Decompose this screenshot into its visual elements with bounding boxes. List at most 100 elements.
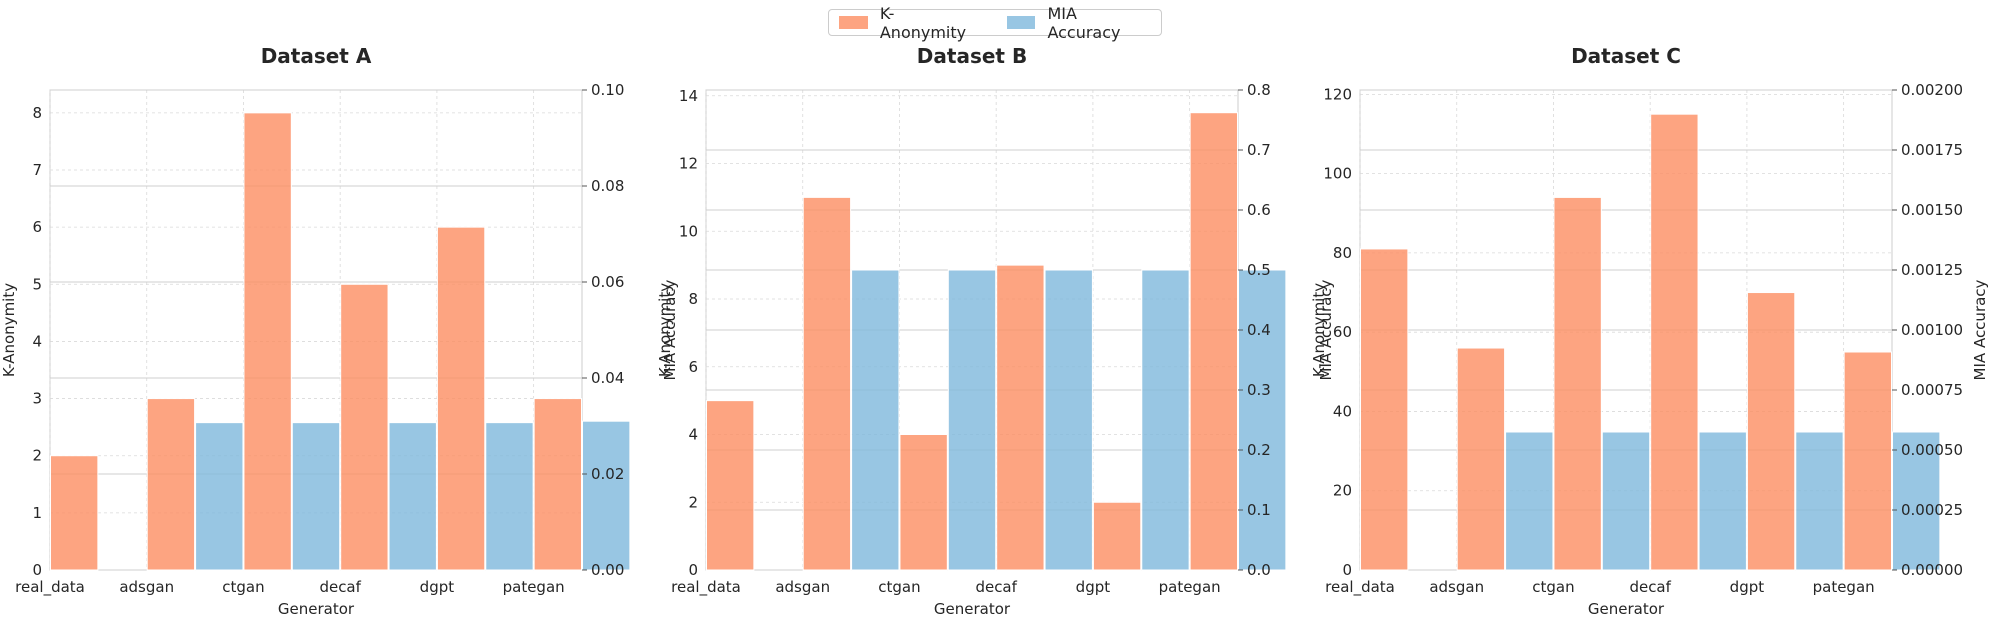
bar-k-anonymity (340, 283, 389, 571)
y-tick-label: 40 (1333, 402, 1352, 420)
x-tick-label: adsgan (1429, 578, 1484, 596)
y-right-tick-label: 0.8 (1247, 81, 1271, 99)
bar-mia-accuracy (947, 269, 997, 571)
bar-mia-accuracy (1698, 431, 1747, 571)
y-right-tick-label: 0.6 (1247, 201, 1271, 219)
y-tick-label: 2 (32, 447, 42, 465)
bar-k-anonymity (1650, 113, 1699, 571)
y-right-tick-label: 0.00075 (1901, 381, 1963, 399)
bar-mia-accuracy (485, 422, 534, 571)
x-axis-label: Generator (1588, 600, 1665, 618)
legend-swatch-mia-accuracy (1006, 16, 1036, 29)
bar-k-anonymity (146, 398, 196, 571)
y-tick-label: 20 (1333, 482, 1352, 500)
bar-k-anonymity (243, 112, 292, 571)
y-right-tick-label: 0.06 (591, 273, 624, 291)
x-tick-label: decaf (975, 578, 1017, 596)
x-tick-label: decaf (319, 578, 361, 596)
y-right-tick-label: 0.00100 (1901, 321, 1963, 339)
x-tick-label: pategan (503, 578, 565, 596)
y-tick-label: 0 (688, 561, 698, 579)
y-axis-label: K-Anonymity (0, 283, 18, 377)
y-right-tick-label: 0.00150 (1901, 201, 1963, 219)
y-axis-label-right: MIA Accuracy (661, 279, 679, 380)
y-tick-label: 4 (688, 426, 698, 444)
legend-item-mia-accuracy: MIA Accuracy (1006, 3, 1151, 42)
bar-k-anonymity (1360, 248, 1409, 571)
bar-mia-accuracy (1505, 431, 1554, 571)
y-right-tick-label: 0.00 (591, 561, 624, 579)
x-tick-label: dgpt (1730, 578, 1765, 596)
bar-mia-accuracy (1795, 431, 1844, 571)
y-tick-label: 100 (1323, 165, 1352, 183)
y-tick-label: 80 (1333, 244, 1352, 262)
x-axis-label: Generator (278, 600, 355, 618)
y-right-tick-label: 0.02 (591, 465, 624, 483)
y-tick-label: 60 (1333, 323, 1352, 341)
bar-k-anonymity (1746, 292, 1796, 571)
y-tick-label: 3 (32, 390, 42, 408)
y-right-tick-label: 0.00025 (1901, 501, 1963, 519)
bar-mia-accuracy (1044, 269, 1093, 571)
bar-k-anonymity (1843, 351, 1892, 571)
x-tick-label: ctgan (878, 578, 920, 596)
bar-k-anonymity (1092, 501, 1142, 571)
y-right-tick-label: 0.00200 (1901, 81, 1963, 99)
bar-k-anonymity (533, 398, 582, 571)
bar-mia-accuracy (582, 420, 631, 571)
bar-mia-accuracy (1601, 431, 1651, 571)
x-tick-label: real_data (671, 578, 741, 597)
y-tick-label: 2 (688, 493, 698, 511)
y-tick-label: 10 (679, 222, 698, 240)
y-right-tick-label: 0.2 (1247, 441, 1271, 459)
chart-title: Dataset C (1571, 44, 1681, 68)
y-tick-label: 7 (32, 161, 42, 179)
bar-mia-accuracy (388, 422, 437, 571)
x-tick-label: real_data (15, 578, 85, 597)
y-right-tick-label: 0.3 (1247, 381, 1271, 399)
x-axis-label: Generator (934, 600, 1011, 618)
x-tick-label: adsgan (775, 578, 830, 596)
y-tick-label: 8 (688, 290, 698, 308)
y-right-tick-label: 0.04 (591, 369, 624, 387)
y-right-tick-label: 0.10 (591, 81, 624, 99)
y-tick-label: 0 (32, 561, 42, 579)
bar-mia-accuracy (1892, 431, 1941, 571)
legend: K-Anonymity MIA Accuracy (828, 4, 1162, 42)
x-tick-label: adsgan (119, 578, 174, 596)
y-tick-label: 6 (688, 358, 698, 376)
y-right-tick-label: 0.00125 (1901, 261, 1963, 279)
y-tick-label: 5 (32, 275, 42, 293)
y-right-tick-label: 0.00050 (1901, 441, 1963, 459)
y-right-tick-label: 0.4 (1247, 321, 1271, 339)
x-tick-label: real_data (1325, 578, 1395, 597)
bar-mia-accuracy (195, 422, 244, 571)
x-tick-label: pategan (1159, 578, 1221, 596)
chart-title: Dataset B (917, 44, 1027, 68)
legend-label-mia-accuracy: MIA Accuracy (1047, 3, 1121, 42)
bar-mia-accuracy (1141, 269, 1190, 571)
x-tick-label: dgpt (420, 578, 455, 596)
x-tick-label: pategan (1813, 578, 1875, 596)
y-tick-label: 4 (32, 332, 42, 350)
bar-k-anonymity (802, 196, 852, 571)
y-tick-label: 14 (679, 87, 698, 105)
y-right-tick-label: 0.0 (1247, 561, 1271, 579)
chart-title: Dataset A (261, 44, 372, 68)
y-right-tick-label: 0.5 (1247, 261, 1271, 279)
x-tick-label: ctgan (1532, 578, 1574, 596)
bar-k-anonymity (1553, 196, 1602, 571)
y-tick-label: 12 (679, 155, 698, 173)
y-right-tick-label: 0.00000 (1901, 561, 1963, 579)
bar-mia-accuracy (851, 269, 900, 571)
y-axis-label-right: MIA Accuracy (1317, 279, 1335, 380)
y-right-tick-label: 0.7 (1247, 141, 1271, 159)
y-axis-label-right: MIA Accuracy (1971, 279, 1989, 380)
legend-item-k-anonymity: K-Anonymity (839, 4, 977, 42)
y-axis-label: K-Anonymity (1310, 283, 1328, 377)
y-tick-label: 6 (32, 218, 42, 236)
x-tick-label: dgpt (1076, 578, 1111, 596)
y-tick-label: 1 (32, 504, 42, 522)
bar-k-anonymity (1456, 347, 1506, 571)
y-axis-label: K-Anonymity (656, 283, 674, 377)
